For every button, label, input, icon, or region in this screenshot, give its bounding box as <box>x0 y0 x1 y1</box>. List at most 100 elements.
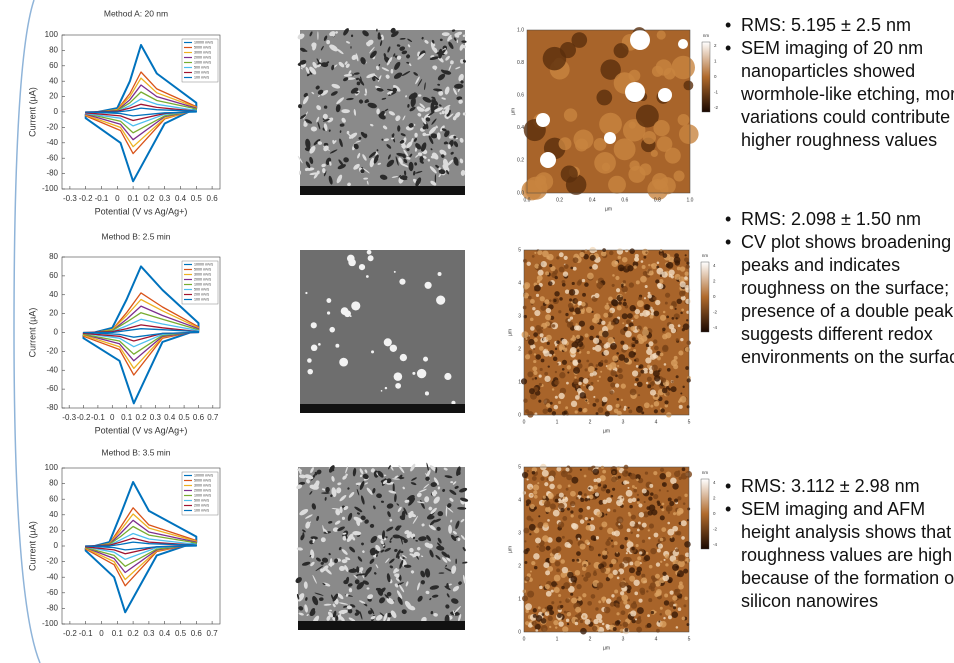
afm-texture <box>605 541 610 546</box>
afm-texture <box>662 482 667 487</box>
afm-texture <box>679 124 699 144</box>
afm-texture <box>621 610 626 615</box>
afm-texture <box>544 482 548 486</box>
afm-texture <box>576 559 579 562</box>
afm-texture <box>685 561 687 563</box>
afm-texture <box>574 299 578 303</box>
afm-texture <box>667 368 671 372</box>
afm-texture <box>680 312 682 314</box>
afm-texture <box>565 598 570 603</box>
afm-texture <box>523 491 526 494</box>
afm-texture <box>679 477 682 480</box>
x-tick-label: 0.6 <box>193 413 205 422</box>
afm-texture <box>610 343 617 350</box>
afm-texture <box>634 383 637 386</box>
afm-texture <box>545 584 550 589</box>
afm-texture <box>649 271 654 276</box>
afm-texture <box>571 477 578 484</box>
afm-texture <box>544 376 550 382</box>
afm-texture <box>621 497 623 499</box>
afm-texture <box>608 176 626 194</box>
afm-texture <box>671 301 676 306</box>
afm-texture <box>669 501 674 506</box>
afm-texture <box>594 313 601 320</box>
afm-texture <box>584 282 589 287</box>
afm-x-unit: µm <box>603 428 610 434</box>
afm-texture <box>522 595 528 601</box>
afm-texture <box>621 384 626 389</box>
afm-texture <box>565 406 568 409</box>
legend-label: 100 mV/s <box>194 508 209 512</box>
slide: Method A: 20 nm-100-80-60-40-20020406080… <box>0 0 954 663</box>
afm-texture <box>576 497 579 500</box>
afm-texture <box>553 299 556 302</box>
colorbar-tick: 0 <box>713 294 716 299</box>
colorbar-unit: nm <box>702 470 709 475</box>
legend-label: 5000 mV/s <box>194 45 211 49</box>
afm-texture <box>670 536 672 538</box>
afm-texture <box>548 476 554 482</box>
afm-y-tick: 1 <box>518 379 521 385</box>
afm-texture <box>584 498 588 502</box>
afm-texture <box>604 360 608 364</box>
afm-texture <box>571 514 574 517</box>
afm-texture <box>562 567 568 573</box>
afm-texture <box>617 248 623 254</box>
afm-y-tick: 0 <box>518 629 521 635</box>
afm-texture <box>580 628 587 635</box>
afm-texture <box>522 331 529 338</box>
afm-texture <box>611 594 614 597</box>
afm-texture <box>642 265 646 269</box>
y-tick-label: -100 <box>42 184 59 193</box>
afm-texture <box>661 508 664 511</box>
afm-texture <box>583 564 586 567</box>
afm-texture <box>686 341 690 345</box>
afm-x-unit: µm <box>605 206 612 212</box>
afm-texture <box>656 562 660 566</box>
afm-texture <box>564 256 568 260</box>
sem-particle <box>311 345 318 352</box>
afm-texture <box>600 360 603 363</box>
afm-texture <box>662 572 666 576</box>
afm-image <box>522 464 692 635</box>
afm-texture <box>605 624 609 628</box>
afm-texture <box>654 346 659 351</box>
afm-texture <box>626 490 633 497</box>
sem-particle <box>348 259 356 267</box>
afm-texture <box>615 603 618 606</box>
afm-texture <box>663 311 666 314</box>
afm-texture <box>652 365 658 371</box>
afm-texture <box>535 354 541 360</box>
afm-texture <box>533 484 539 490</box>
afm-texture <box>618 369 621 372</box>
afm-texture <box>593 469 599 475</box>
x-tick-label: -0.1 <box>91 413 105 422</box>
afm-texture <box>542 470 549 477</box>
afm-texture <box>604 607 611 614</box>
afm-texture <box>556 256 559 259</box>
afm-texture <box>636 570 641 575</box>
afm-texture <box>673 364 678 369</box>
afm-texture <box>573 360 579 366</box>
afm-texture <box>582 409 586 413</box>
afm-texture <box>627 528 631 532</box>
sem-particle <box>394 271 396 273</box>
sem-particle <box>307 369 313 375</box>
afm-texture <box>525 610 528 613</box>
sem-particle <box>371 350 374 353</box>
afm-texture <box>682 386 684 388</box>
afm-texture <box>667 522 670 525</box>
afm-x-tick: 0 <box>523 636 526 642</box>
afm-x-tick: 2 <box>589 636 592 642</box>
afm-texture <box>643 256 646 259</box>
afm-texture <box>562 283 566 287</box>
afm-texture <box>595 368 598 371</box>
afm-particle <box>536 113 550 127</box>
afm-texture <box>541 327 543 329</box>
afm-texture <box>663 617 665 619</box>
afm-texture <box>618 523 620 525</box>
afm-texture <box>576 385 579 388</box>
x-tick-label: 0 <box>99 629 104 638</box>
afm-texture <box>585 249 587 251</box>
afm-texture <box>666 472 672 478</box>
